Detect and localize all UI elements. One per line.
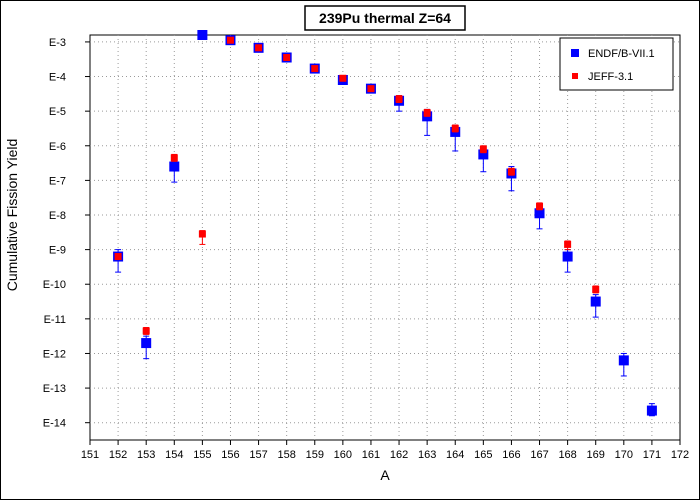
data-series: [113, 30, 657, 417]
x-tick-label: 165: [474, 449, 492, 461]
data-point: [507, 168, 515, 176]
data-point: [339, 74, 347, 82]
x-axis: 151 152 153 154 155 156 157 158 159 160 161 162 163 1…: [81, 440, 689, 461]
data-point: [142, 327, 150, 335]
y-tick-label: E-10: [43, 279, 66, 291]
data-point: [423, 109, 431, 117]
x-tick-label: 151: [81, 449, 99, 461]
x-tick-label: 172: [671, 449, 689, 461]
data-point: [169, 161, 180, 172]
data-point: [141, 338, 152, 349]
legend-label-endf: ENDF/B-VII.1: [588, 48, 655, 60]
y-tick-label: E-6: [49, 141, 66, 153]
x-tick-label: 154: [165, 449, 183, 461]
x-tick-label: 167: [530, 449, 548, 461]
y-tick-label: E-13: [43, 383, 66, 395]
x-tick-label: 162: [390, 449, 408, 461]
data-point: [283, 54, 291, 61]
data-point: [198, 230, 206, 238]
data-point: [170, 154, 178, 162]
x-tick-label: 170: [615, 449, 633, 461]
y-tick-label: E-14: [43, 418, 66, 430]
x-tick-label: 166: [502, 449, 520, 461]
x-tick-label: 169: [587, 449, 605, 461]
y-tick-label: E-8: [49, 210, 66, 222]
legend-swatch-jeff: [572, 73, 578, 79]
x-axis-title: A: [380, 467, 390, 483]
x-tick-label: 164: [446, 449, 464, 461]
x-tick-label: 160: [334, 449, 352, 461]
data-point: [367, 85, 375, 93]
data-point: [478, 149, 489, 160]
title-box: 239Pu thermal Z=64: [304, 5, 466, 31]
x-tick-label: 157: [249, 449, 267, 461]
y-axis: E-3 E-4 E-5 E-6 E-7 E-8 E-9 E-10 E-11 E-12 E-13 E-1…: [43, 37, 90, 430]
title-frame: [304, 5, 466, 31]
data-point: [536, 202, 544, 210]
x-tick-label: 152: [109, 449, 127, 461]
y-tick-label: E-5: [49, 106, 66, 118]
data-point: [395, 95, 403, 103]
data-point: [534, 208, 545, 219]
y-axis-title: Cumulative Fission Yield: [4, 139, 20, 292]
y-tick-label: E-3: [49, 37, 66, 49]
data-point: [590, 296, 601, 307]
x-tick-label: 159: [306, 449, 324, 461]
y-tick-label: E-9: [49, 245, 66, 257]
series-jeff: [114, 36, 600, 335]
x-tick-label: 161: [362, 449, 380, 461]
x-tick-label: 155: [193, 449, 211, 461]
x-tick-label: 171: [643, 449, 661, 461]
legend-swatch-endf: [571, 49, 579, 57]
y-tick-label: E-4: [49, 72, 66, 84]
data-point: [479, 145, 487, 153]
data-point: [255, 44, 263, 52]
x-tick-label: 153: [137, 449, 155, 461]
data-point: [618, 355, 629, 366]
legend-label-jeff: JEFF-3.1: [588, 71, 633, 83]
data-point: [646, 405, 657, 416]
x-tick-label: 158: [277, 449, 295, 461]
legend-box: [559, 37, 674, 91]
data-point: [562, 251, 573, 262]
data-point: [197, 30, 208, 40]
data-point: [564, 240, 572, 248]
y-tick-label: E-12: [43, 348, 66, 360]
x-tick-label: 168: [558, 449, 576, 461]
data-point: [451, 124, 459, 132]
y-tick-label: E-7: [49, 175, 66, 187]
data-point: [311, 65, 319, 73]
chart-title: 239Pu thermal Z=64: [319, 10, 451, 26]
data-point: [114, 253, 122, 261]
legend: ENDF/B-VII.1 JEFF-3.1: [559, 37, 674, 91]
data-point: [592, 285, 600, 293]
y-tick-label: E-11: [44, 314, 66, 326]
data-point: [226, 36, 234, 44]
x-tick-label: 163: [418, 449, 436, 461]
plot-area: [89, 34, 681, 441]
x-tick-label: 156: [221, 449, 239, 461]
